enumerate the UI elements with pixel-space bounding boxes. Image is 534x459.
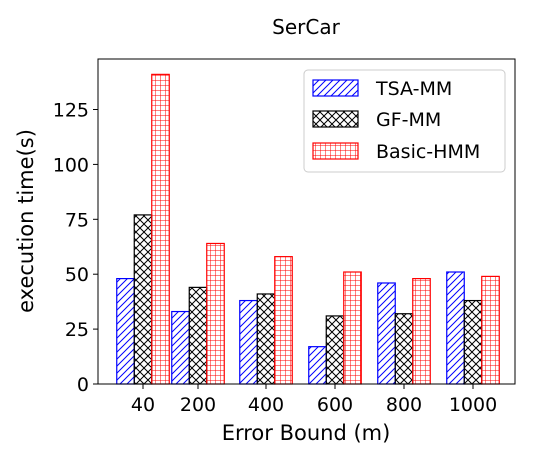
bar-tsa-mm-1000 [446,271,465,385]
bar-basic-hmm-200 [206,242,225,385]
x-tick-label: 200 [180,394,216,416]
legend-label-tsa-mm: TSA-MM [375,78,452,100]
bar-gf-mm-600 [325,315,345,385]
bar-gf-mm-40 [133,214,153,385]
x-tick-label: 800 [386,394,422,416]
bar-basic-hmm-40 [151,73,170,385]
y-tick-label: 25 [65,319,89,341]
legend-swatch-basic-hmm [312,142,359,160]
bar-tsa-mm-800 [377,282,396,385]
bar-tsa-mm-40 [116,277,135,385]
y-axis-label: execution time(s) [14,129,38,313]
legend-swatch-tsa-mm [312,79,359,97]
legend-label-basic-hmm: Basic-HMM [376,141,480,163]
y-tick-label: 125 [53,100,89,122]
bar-gf-mm-1000 [463,299,483,385]
y-ticks-group: 0 25 50 75 100 125 [53,100,98,396]
bar-gf-mm-800 [394,313,414,385]
bar-basic-hmm-400 [274,256,293,385]
plot-frame [97,58,516,385]
x-axis-label: Error Bound (m) [222,421,391,445]
legend: TSA-MM GF-MM Basic-HMM [303,69,506,173]
legend-swatch-gf-mm [312,110,359,128]
x-tick-label: 1000 [449,394,497,416]
bar-gf-mm-400 [256,293,276,385]
y-tick-label: 0 [77,374,89,396]
bar-basic-hmm-1000 [481,275,500,385]
x-ticks-group: 40 200 400 600 800 1000 [131,384,497,416]
bar-basic-hmm-600 [343,271,362,385]
bar-gf-mm-200 [188,286,208,385]
legend-label-gf-mm: GF-MM [376,109,441,131]
bar-tsa-mm-600 [308,346,327,385]
x-tick-label: 400 [248,394,284,416]
bar-basic-hmm-800 [412,277,431,385]
x-tick-label: 40 [131,394,155,416]
y-tick-label: 100 [53,154,89,176]
bar-tsa-mm-200 [171,310,190,385]
y-tick-label: 50 [65,264,89,286]
bar-tsa-mm-400 [239,299,258,385]
chart-title: SerCar [272,15,340,39]
y-tick-label: 75 [65,209,89,231]
x-tick-label: 600 [317,394,353,416]
